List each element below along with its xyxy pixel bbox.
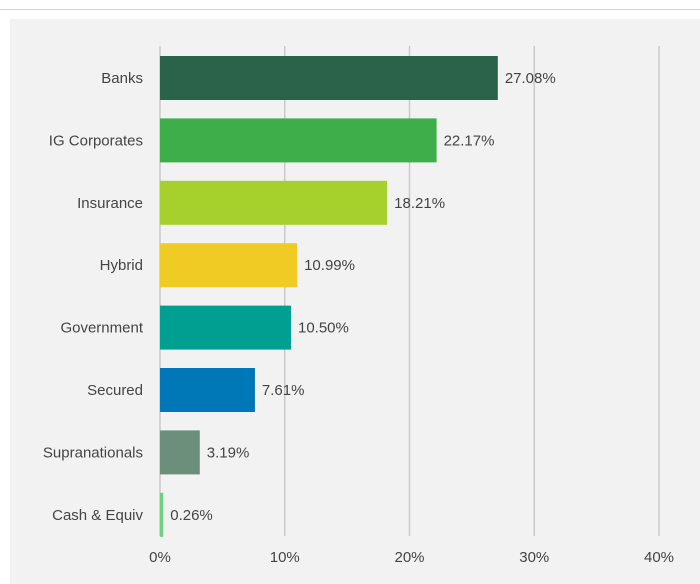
- value-label: 10.99%: [304, 257, 355, 274]
- category-label: IG Corporates: [49, 132, 143, 149]
- value-label: 3.19%: [207, 444, 250, 461]
- value-label: 0.26%: [170, 507, 213, 524]
- value-label: 27.08%: [505, 70, 556, 87]
- x-tick-label: 0%: [149, 549, 171, 566]
- chart-panel: [10, 19, 700, 584]
- category-label: Secured: [87, 382, 143, 399]
- bar: [160, 118, 437, 163]
- value-label: 10.50%: [298, 320, 349, 337]
- category-label: Insurance: [77, 195, 143, 212]
- category-label: Government: [60, 320, 143, 337]
- labels: 0% 10% 20% 30% 40% Banks 27.08% IG Corporates 22…: [43, 70, 674, 566]
- bar: [160, 243, 298, 288]
- value-label: 22.17%: [444, 132, 495, 149]
- category-label: Banks: [101, 70, 143, 87]
- category-label: Hybrid: [100, 257, 143, 274]
- value-label: 18.21%: [394, 195, 445, 212]
- bar: [160, 180, 388, 225]
- x-tick-label: 40%: [644, 549, 674, 566]
- bar: [160, 305, 291, 350]
- bars: [160, 56, 498, 537]
- x-tick-label: 10%: [270, 549, 300, 566]
- bar: [160, 430, 200, 475]
- category-label: Cash & Equiv: [52, 507, 143, 524]
- top-divider: [0, 9, 700, 10]
- bar: [160, 56, 498, 100]
- x-tick-label: 30%: [519, 549, 549, 566]
- value-label: 7.61%: [262, 382, 305, 399]
- bar: [160, 368, 255, 412]
- x-tick-label: 20%: [394, 549, 424, 566]
- bar: [160, 492, 164, 537]
- category-label: Supranationals: [43, 444, 143, 461]
